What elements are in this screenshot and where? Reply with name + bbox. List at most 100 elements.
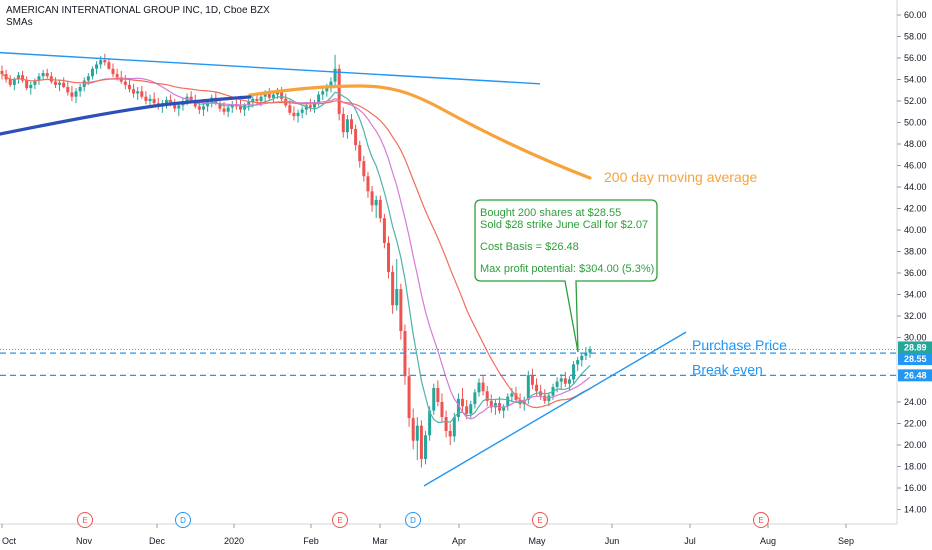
candle-body [489, 400, 493, 408]
y-tick-label: 40.00 [904, 225, 927, 235]
candle-body [86, 76, 90, 81]
candle-body [107, 62, 111, 69]
candle-body [461, 398, 465, 407]
sma-long-line [0, 95, 252, 136]
candle-body [481, 382, 485, 392]
candle-body [555, 381, 559, 387]
candle [362, 155, 366, 182]
candle-body [563, 378, 567, 384]
candle-body [444, 417, 448, 432]
marker-circle [532, 512, 548, 528]
candle [530, 368, 534, 390]
candle-body [465, 406, 469, 414]
candle [444, 410, 448, 438]
candle-body [300, 109, 304, 113]
y-tick-label: 56.00 [904, 53, 927, 63]
sma-200-label: 200 day moving average [604, 169, 758, 185]
x-tick-label: Jun [605, 536, 620, 546]
candle [58, 79, 62, 92]
candle-body [222, 108, 226, 112]
candle [123, 75, 127, 90]
candle-body [271, 94, 275, 98]
y-tick-label: 54.00 [904, 75, 927, 85]
candle-body [173, 104, 177, 109]
candle [144, 91, 148, 105]
candle [481, 376, 485, 396]
candle-body [111, 68, 115, 75]
earnings-marker[interactable]: E [753, 512, 769, 528]
earnings-marker[interactable]: E [532, 512, 548, 528]
dividend-marker[interactable]: D [405, 512, 421, 528]
candles-group [0, 53, 592, 468]
y-tick-label: 16.00 [904, 483, 927, 493]
candle [399, 283, 403, 340]
candle-body [37, 76, 41, 81]
earnings-marker[interactable]: E [77, 512, 93, 528]
price-tag-bg [898, 353, 932, 366]
candle-body [354, 128, 358, 146]
candle-body [8, 79, 12, 85]
support-trendline [423, 331, 687, 487]
candle-body [292, 112, 296, 117]
candle [90, 66, 94, 80]
candle-body [296, 112, 300, 117]
indicator-legend[interactable]: SMAs [6, 17, 33, 28]
candle [226, 105, 230, 118]
break-even-label: Break even [692, 361, 763, 377]
candle [292, 106, 296, 121]
candle [41, 69, 45, 81]
candle-body [325, 87, 329, 92]
candle-body [123, 81, 127, 85]
candle [37, 73, 41, 85]
marker-circle [332, 512, 348, 528]
x-tick-label: Oct [2, 536, 17, 546]
candle [230, 101, 234, 113]
candle [415, 417, 419, 461]
earnings-marker[interactable]: E [332, 512, 348, 528]
trade-note-line: Max profit potential: $304.00 (5.3%) [480, 263, 654, 275]
candle-body [33, 80, 37, 85]
x-tick-label: 2020 [224, 536, 244, 546]
candle-body [288, 105, 292, 113]
candle [21, 70, 25, 83]
candle [280, 87, 284, 101]
candle-body [329, 81, 333, 88]
candle-body [308, 105, 312, 108]
y-tick-label: 30.00 [904, 333, 927, 343]
candle [485, 385, 489, 407]
candle-body [337, 68, 341, 114]
candle-body [588, 349, 592, 353]
candle [127, 79, 131, 93]
candle-body [506, 396, 510, 407]
y-tick-label: 24.00 [904, 397, 927, 407]
candle-body [358, 145, 362, 162]
candle [411, 408, 415, 450]
sma-10-line [166, 91, 591, 423]
trade-note-line: Cost Basis = $26.48 [480, 241, 579, 253]
candle-body [66, 87, 70, 93]
candle [29, 81, 33, 95]
candle [296, 109, 300, 123]
y-tick-label: 18.00 [904, 462, 927, 472]
dividend-marker[interactable]: D [175, 512, 191, 528]
candle-body [313, 102, 317, 108]
candle-body [267, 93, 271, 98]
candle [370, 185, 374, 212]
candle-body [206, 102, 210, 107]
candle [477, 378, 481, 397]
price-tag-label: 28.89 [904, 342, 927, 352]
x-tick-label: Dec [149, 536, 166, 546]
trade-note-line: Bought 200 shares at $28.55 [480, 207, 621, 219]
candle [300, 106, 304, 119]
candle [313, 99, 317, 113]
candle [284, 93, 288, 108]
candle [329, 77, 333, 93]
candle-body [559, 378, 563, 382]
candle [8, 75, 12, 88]
price-tag: 28.55 [898, 353, 932, 366]
y-tick-label: 34.00 [904, 290, 927, 300]
candle [473, 389, 477, 409]
candle-body [456, 398, 460, 418]
candle [321, 87, 325, 100]
